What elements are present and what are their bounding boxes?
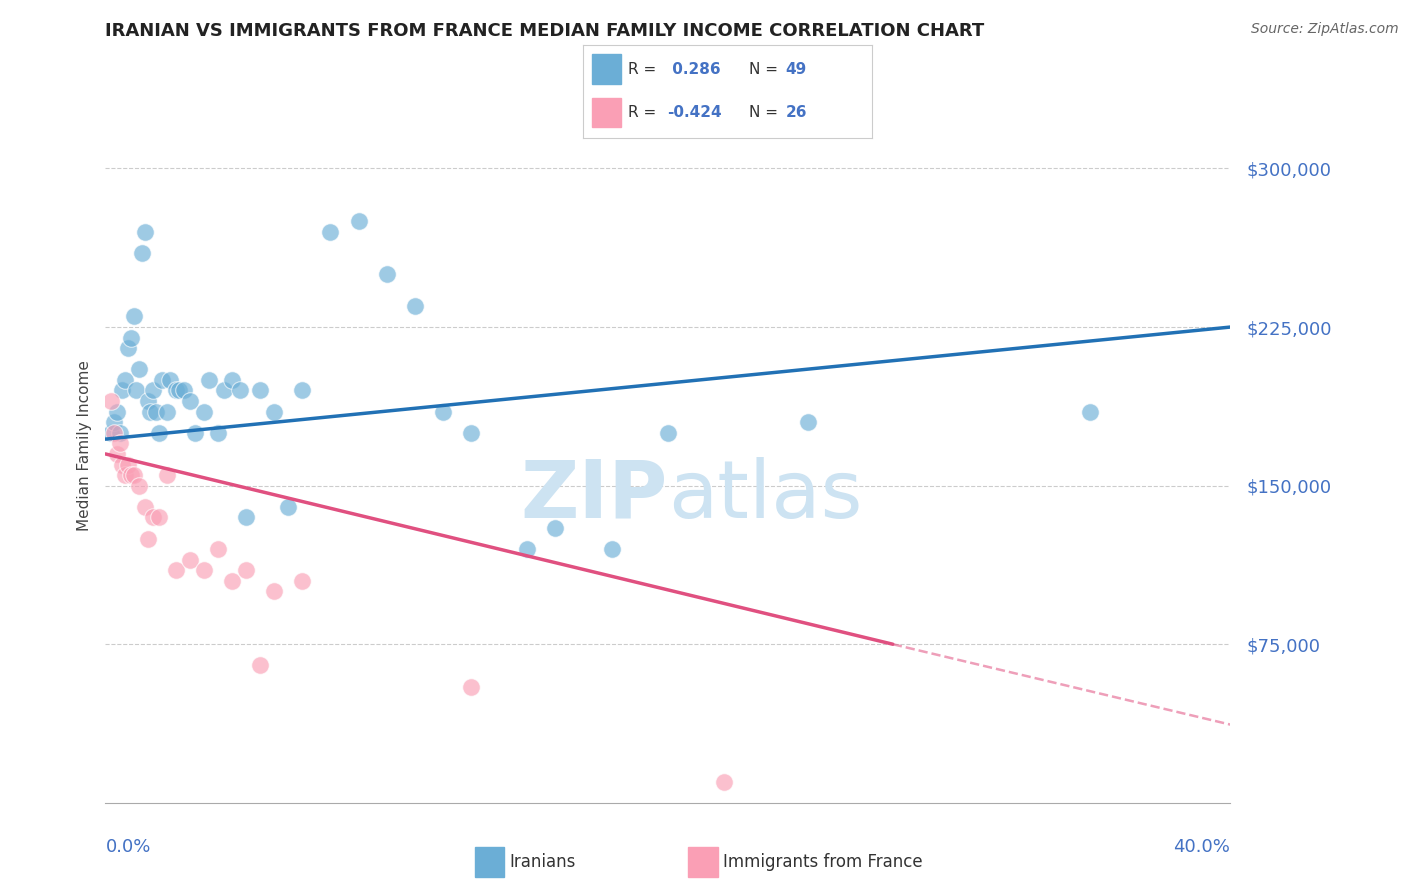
Text: Iranians: Iranians — [509, 853, 576, 871]
Point — [150, 373, 173, 387]
Point — [193, 563, 215, 577]
Point — [103, 415, 125, 429]
Point — [797, 415, 820, 429]
Point — [277, 500, 299, 514]
Point — [291, 384, 314, 398]
Point — [263, 584, 285, 599]
Point — [114, 468, 136, 483]
Point — [159, 373, 181, 387]
Text: R =: R = — [628, 62, 661, 77]
Point — [108, 425, 131, 440]
Text: Immigrants from France: Immigrants from France — [723, 853, 922, 871]
Point — [156, 468, 179, 483]
Text: IRANIAN VS IMMIGRANTS FROM FRANCE MEDIAN FAMILY INCOME CORRELATION CHART: IRANIAN VS IMMIGRANTS FROM FRANCE MEDIAN… — [105, 22, 984, 40]
Text: 26: 26 — [785, 105, 807, 120]
Point — [263, 404, 285, 418]
Text: R =: R = — [628, 105, 661, 120]
Text: 49: 49 — [785, 62, 807, 77]
Text: Source: ZipAtlas.com: Source: ZipAtlas.com — [1251, 22, 1399, 37]
Point — [103, 425, 125, 440]
Point — [108, 436, 131, 450]
Point — [128, 362, 150, 376]
Point — [142, 384, 165, 398]
Point — [148, 510, 170, 524]
Point — [122, 310, 145, 324]
Text: atlas: atlas — [668, 457, 862, 535]
Point — [120, 331, 142, 345]
Point — [173, 384, 195, 398]
Point — [291, 574, 314, 588]
Point — [207, 542, 229, 557]
Point — [111, 458, 134, 472]
Point — [235, 510, 257, 524]
Bar — [689, 847, 718, 877]
Point — [165, 384, 187, 398]
Point — [207, 425, 229, 440]
Point — [544, 521, 567, 535]
Point — [229, 384, 252, 398]
Point — [134, 500, 156, 514]
Point — [347, 214, 370, 228]
Point — [117, 458, 139, 472]
Point — [114, 373, 136, 387]
Point — [516, 542, 538, 557]
Point — [145, 404, 167, 418]
Point — [657, 425, 679, 440]
Point — [117, 341, 139, 355]
Text: N =: N = — [749, 105, 783, 120]
Point — [713, 774, 735, 789]
Point — [404, 299, 426, 313]
Text: 0.0%: 0.0% — [105, 838, 150, 856]
Point — [179, 394, 201, 409]
Bar — [592, 54, 621, 85]
Point — [165, 563, 187, 577]
Point — [125, 384, 148, 398]
Text: ZIP: ZIP — [520, 457, 668, 535]
Point — [235, 563, 257, 577]
Point — [193, 404, 215, 418]
Point — [111, 384, 134, 398]
Point — [1078, 404, 1101, 418]
Point — [249, 384, 271, 398]
Point — [212, 384, 235, 398]
Point — [139, 404, 162, 418]
Text: N =: N = — [749, 62, 783, 77]
Point — [100, 394, 122, 409]
Text: -0.424: -0.424 — [666, 105, 721, 120]
Point — [100, 425, 122, 440]
Point — [221, 574, 243, 588]
Bar — [592, 97, 621, 128]
Point — [120, 468, 142, 483]
Point — [184, 425, 207, 440]
Point — [221, 373, 243, 387]
Text: 0.286: 0.286 — [666, 62, 721, 77]
Point — [249, 658, 271, 673]
Point — [136, 394, 159, 409]
Point — [167, 384, 190, 398]
Point — [179, 552, 201, 566]
Point — [131, 246, 153, 260]
Text: 40.0%: 40.0% — [1174, 838, 1230, 856]
Y-axis label: Median Family Income: Median Family Income — [76, 360, 91, 532]
Point — [148, 425, 170, 440]
Point — [460, 680, 482, 694]
Point — [134, 225, 156, 239]
Point — [156, 404, 179, 418]
Point — [105, 447, 128, 461]
Point — [600, 542, 623, 557]
Point — [136, 532, 159, 546]
Bar — [475, 847, 505, 877]
Point — [460, 425, 482, 440]
Point — [128, 478, 150, 492]
Point — [122, 468, 145, 483]
Point — [375, 267, 398, 281]
Point — [142, 510, 165, 524]
Point — [105, 404, 128, 418]
Point — [198, 373, 221, 387]
Point — [432, 404, 454, 418]
Point — [319, 225, 342, 239]
